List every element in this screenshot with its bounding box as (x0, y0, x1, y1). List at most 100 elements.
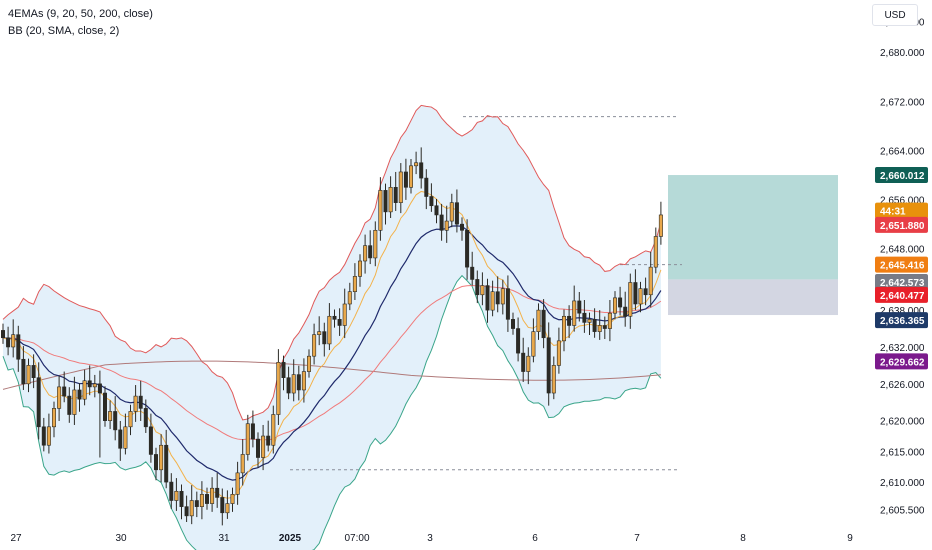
y-axis-tick-label: 2,638.000 (880, 306, 925, 317)
candle-body (210, 487, 215, 504)
candle-body (67, 395, 72, 415)
candle-body (179, 490, 184, 507)
candle-body (92, 383, 97, 388)
candle-body (82, 380, 87, 400)
candle-body (87, 380, 92, 388)
candle-body (439, 214, 444, 231)
candle-body (373, 229, 378, 259)
y-axis-tick-label: 2,672.000 (880, 97, 925, 108)
candle-body (582, 312, 587, 323)
candle-body (261, 435, 266, 458)
price-label-badge (875, 216, 928, 233)
candle-body (521, 352, 526, 372)
stop-zone (668, 279, 838, 316)
candle-body (220, 497, 225, 514)
legend-ema[interactable]: 4EMAs (9, 20, 50, 200, close) (8, 8, 153, 20)
candle-body (414, 162, 419, 167)
candle-body (510, 319, 515, 329)
ema-50-line (2, 284, 662, 441)
candle-body (230, 494, 235, 504)
candle-body (108, 411, 113, 421)
candle-body (434, 205, 439, 216)
candle-body (103, 392, 108, 421)
candle-body (556, 340, 561, 366)
candle-body (485, 285, 490, 311)
candle-body (577, 300, 582, 314)
price-label-badge (875, 256, 928, 273)
candle-body (368, 245, 373, 259)
candle-body (301, 371, 306, 391)
x-axis-tick-label: 31 (218, 533, 230, 544)
candle-body (97, 383, 102, 394)
candle-body (164, 444, 169, 483)
candle-body (408, 165, 413, 188)
candle-body (551, 365, 556, 394)
price-label-badge (875, 202, 928, 219)
candle-body (342, 303, 347, 326)
candle-body (169, 481, 174, 501)
candle-body (592, 319, 597, 332)
candle-body (205, 494, 210, 504)
candle-body (653, 236, 658, 268)
x-axis-tick-label: 3 (427, 533, 433, 544)
candle-body (245, 423, 250, 455)
currency-button[interactable]: USD (872, 4, 918, 26)
candle-body (449, 202, 454, 222)
candle-body (444, 220, 449, 231)
candle-body (607, 312, 612, 329)
candle-body (215, 487, 220, 498)
y-axis-tick-label: 2,615.000 (880, 447, 925, 458)
candle-body (154, 454, 159, 471)
x-axis-tick-label: 6 (532, 533, 538, 544)
candle-body (597, 325, 602, 332)
candle-body (332, 315, 337, 320)
candle-body (383, 190, 388, 213)
y-axis-tick-label: 2,680.000 (880, 48, 925, 59)
candle-body (500, 288, 505, 305)
candle-body (118, 429, 123, 449)
price-label-text: 2,651.880 (880, 221, 925, 232)
candle-body (465, 229, 470, 268)
candle-body (572, 300, 577, 326)
candle-body (189, 500, 194, 517)
price-label-text: 2,642.573 (880, 278, 925, 289)
candle-body (429, 196, 434, 207)
candle-body (21, 358, 26, 385)
candle-body (628, 282, 633, 317)
candle-body (113, 411, 118, 431)
candle-body (495, 291, 500, 305)
candle-body (138, 395, 143, 409)
y-axis-tick-label: 2,626.000 (880, 380, 925, 391)
candle-body (16, 334, 21, 360)
price-label-badge (875, 274, 928, 291)
price-label-text: 2,629.662 (880, 357, 925, 368)
candle-body (623, 306, 628, 317)
candle-body (454, 202, 459, 225)
candle-body (266, 435, 271, 446)
candle-body (199, 494, 204, 507)
bollinger-lower-band (2, 274, 662, 550)
candle-body (36, 377, 41, 428)
candle-body (526, 355, 531, 372)
candle-body (536, 309, 541, 332)
candle-body (51, 408, 56, 428)
x-axis-tick-label: 2025 (279, 533, 302, 544)
candle-body (286, 377, 291, 394)
candle-body (0, 330, 6, 339)
candle-body (306, 355, 311, 372)
candle-body (235, 472, 240, 495)
ema-9-line (2, 190, 662, 499)
x-axis-tick-label: 27 (10, 533, 22, 544)
candle-body (41, 426, 46, 446)
x-axis-tick-label: 9 (847, 533, 853, 544)
x-axis-tick-label: 7 (634, 533, 640, 544)
bollinger-band-fill (3, 105, 661, 550)
candle-body (128, 411, 133, 428)
price-label-text: 2,645.416 (880, 261, 925, 272)
candle-body (62, 386, 67, 397)
candle-body (403, 171, 408, 188)
legend-bb[interactable]: BB (20, SMA, close, 2) (8, 25, 120, 37)
candle-body (6, 337, 11, 348)
